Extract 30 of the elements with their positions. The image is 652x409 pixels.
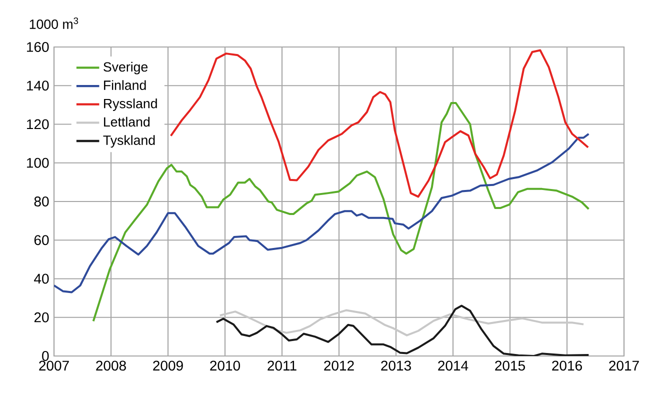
legend-label: Finland <box>104 80 146 90</box>
line-series <box>54 132 590 294</box>
x-tick-label: 2017 <box>609 360 639 371</box>
y-tick-label: 100 <box>27 158 49 168</box>
x-tick-label: 2010 <box>210 360 240 371</box>
y-tick-label: 140 <box>27 80 49 91</box>
y-tick-label: 60 <box>34 235 49 246</box>
x-tick-label: 2009 <box>153 360 183 371</box>
y-tick-label: 20 <box>34 312 49 322</box>
y-axis-title: 1000 m$^{3}$ <box>30 17 78 29</box>
line-series <box>218 309 585 336</box>
legend-label: Lettland <box>104 116 150 127</box>
x-tick-label: 2008 <box>96 360 126 371</box>
y-tick-label: 80 <box>34 196 49 206</box>
y-tick-label: 120 <box>27 119 49 130</box>
legend-label: Tyskland <box>103 135 155 148</box>
x-tick-label: 2016 <box>552 360 582 371</box>
x-tick-label: 2013 <box>381 360 411 371</box>
x-tick-label: 2015 <box>495 360 525 371</box>
line-series <box>215 304 590 356</box>
x-tick-label: 2014 <box>438 360 468 371</box>
line-series <box>170 49 590 198</box>
y-tick-label: 160 <box>27 42 49 52</box>
x-tick-label: 2007 <box>39 360 69 371</box>
x-tick-label: 2012 <box>324 360 354 371</box>
y-tick-label: 40 <box>34 274 49 284</box>
x-tick-label: 2011 <box>268 360 296 371</box>
y-tick-label: 0 <box>42 351 49 361</box>
legend-label: Sverige <box>104 62 148 74</box>
legend-label: Ryssland <box>104 98 157 111</box>
